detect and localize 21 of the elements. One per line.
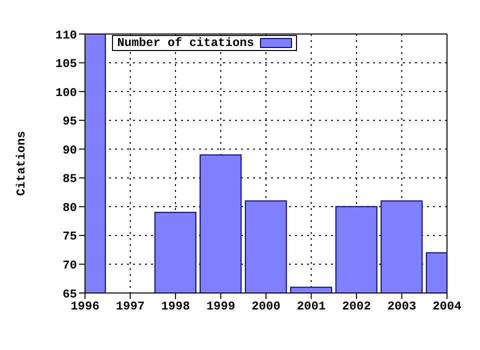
legend-label: Number of citations — [117, 36, 254, 50]
y-tick-label: 75 — [62, 230, 77, 244]
x-tick-label: 1999 — [206, 300, 236, 314]
y-tick-label: 90 — [62, 143, 77, 158]
x-tick-label: 2004 — [432, 300, 462, 314]
x-tick-label: 2000 — [252, 300, 280, 314]
x-tick-label: 2003 — [387, 300, 416, 314]
x-tick-label: 1996 — [70, 300, 100, 314]
y-tick-label: 70 — [62, 258, 77, 272]
y-tick-label: 80 — [62, 200, 77, 215]
x-tick-label: 1998 — [161, 300, 190, 314]
y-tick-label: 95 — [62, 114, 77, 129]
x-tick-label: 2002 — [342, 300, 371, 314]
x-tick-label: 2001 — [296, 300, 326, 314]
y-tick-label: 65 — [62, 287, 77, 302]
y-tick-label: 110 — [55, 28, 77, 42]
y-axis-title: Citations — [14, 131, 28, 196]
y-tick-label: 85 — [62, 172, 77, 186]
y-tick-label: 100 — [55, 86, 77, 100]
y-tick-label: 105 — [55, 57, 77, 72]
x-tick-label: 1997 — [116, 300, 145, 314]
